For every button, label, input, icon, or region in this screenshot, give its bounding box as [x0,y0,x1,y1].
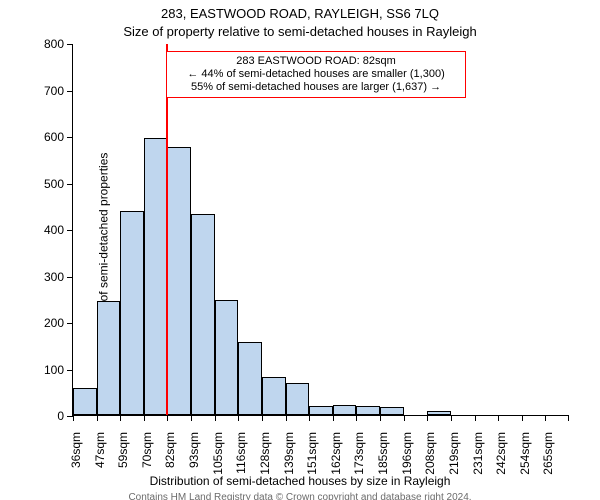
xtick-label: 82sqm [164,432,176,482]
xtick-mark [451,415,452,421]
xtick-mark [380,415,381,421]
xtick-mark [238,415,239,421]
footnote-line-1: Contains HM Land Registry data © Crown c… [0,492,600,500]
histogram-bar [262,377,286,415]
histogram-bar [73,388,97,415]
callout-line: 55% of semi-detached houses are larger (… [173,81,459,94]
xtick-label: 254sqm [519,432,531,482]
ytick-mark [67,44,73,45]
xtick-mark [568,415,569,421]
histogram-bar [356,406,380,415]
xtick-label: 139sqm [283,432,295,482]
histogram-bar [380,407,404,415]
xtick-label: 231sqm [472,432,484,482]
xtick-mark [545,415,546,421]
xtick-mark [356,415,357,421]
xtick-mark [191,415,192,421]
histogram-bar [120,211,144,415]
ytick-label: 500 [34,178,64,190]
xtick-mark [262,415,263,421]
xtick-mark [97,415,98,421]
xtick-label: 196sqm [401,432,413,482]
xtick-label: 116sqm [235,432,247,482]
figure-canvas: 283, EASTWOOD ROAD, RAYLEIGH, SS6 7LQ Si… [0,0,600,500]
ytick-label: 400 [34,224,64,236]
histogram-bar [167,147,191,415]
xtick-label: 151sqm [306,432,318,482]
xtick-label: 208sqm [424,432,436,482]
xtick-label: 219sqm [448,432,460,482]
xtick-mark [120,415,121,421]
xtick-label: 265sqm [542,432,554,482]
xtick-label: 185sqm [377,432,389,482]
xtick-mark [522,415,523,421]
histogram-bar [191,214,215,415]
ytick-label: 0 [34,410,64,422]
histogram-bar [309,406,333,415]
ytick-label: 800 [34,38,64,50]
histogram-bar [97,301,121,415]
xtick-mark [286,415,287,421]
callout-line: ← 44% of semi-detached houses are smalle… [173,68,459,81]
histogram-bar [427,411,451,415]
xtick-mark [498,415,499,421]
xtick-label: 128sqm [259,432,271,482]
xtick-label: 162sqm [330,432,342,482]
ytick-label: 300 [34,271,64,283]
ytick-label: 200 [34,317,64,329]
callout-box: 283 EASTWOOD ROAD: 82sqm← 44% of semi-de… [166,51,466,98]
subtitle: Size of property relative to semi-detach… [0,24,600,39]
ytick-mark [67,323,73,324]
ytick-mark [67,277,73,278]
ytick-label: 100 [34,364,64,376]
histogram-bar [238,342,262,415]
xtick-label: 59sqm [117,432,129,482]
xtick-mark [215,415,216,421]
x-axis-label: Distribution of semi-detached houses by … [0,474,600,488]
callout-line: 283 EASTWOOD ROAD: 82sqm [173,55,459,68]
xtick-mark [475,415,476,421]
xtick-mark [73,415,74,421]
ytick-mark [67,230,73,231]
ytick-mark [67,91,73,92]
xtick-mark [404,415,405,421]
plot-area: 283 EASTWOOD ROAD: 82sqm← 44% of semi-de… [72,44,568,416]
xtick-mark [333,415,334,421]
histogram-bar [333,405,357,415]
ytick-mark [67,137,73,138]
ytick-mark [67,370,73,371]
reference-line [166,44,168,415]
xtick-label: 173sqm [353,432,365,482]
xtick-label: 93sqm [188,432,200,482]
xtick-mark [427,415,428,421]
histogram-bar [286,383,310,415]
xtick-mark [309,415,310,421]
xtick-mark [167,415,168,421]
histogram-bar [144,138,168,415]
xtick-mark [144,415,145,421]
xtick-label: 47sqm [94,432,106,482]
address-title: 283, EASTWOOD ROAD, RAYLEIGH, SS6 7LQ [0,6,600,21]
ytick-mark [67,184,73,185]
histogram-bar [215,300,239,415]
xtick-label: 242sqm [495,432,507,482]
xtick-label: 70sqm [141,432,153,482]
ytick-label: 700 [34,85,64,97]
ytick-label: 600 [34,131,64,143]
xtick-label: 105sqm [212,432,224,482]
xtick-label: 36sqm [70,432,82,482]
